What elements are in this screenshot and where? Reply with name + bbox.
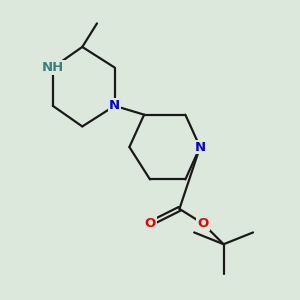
Text: O: O: [197, 217, 208, 230]
Text: NH: NH: [42, 61, 64, 74]
Text: O: O: [144, 217, 156, 230]
Text: N: N: [194, 141, 206, 154]
Text: N: N: [109, 99, 120, 112]
